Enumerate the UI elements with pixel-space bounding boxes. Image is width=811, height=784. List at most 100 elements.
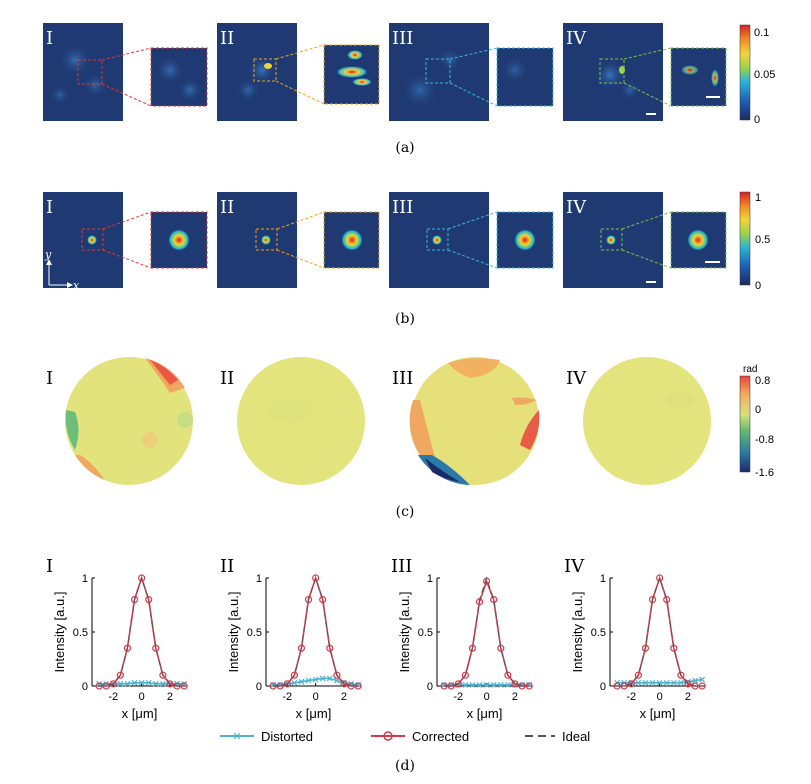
row-c: I II III IV rad 0.8 0 -0.8 -1.6 (c) (46, 357, 774, 520)
line-chart-II: II 0 0.5 1 -2 0 2 x [μm] Intensity [a.u.] (220, 556, 362, 721)
point-distorted (663, 679, 670, 686)
x-tick-label: 2 (512, 691, 518, 703)
colorbar-b-tick-max: 1 (755, 192, 761, 204)
x-tick-label: 0 (484, 691, 490, 703)
point-corrected (347, 682, 355, 690)
point-distorted (483, 681, 490, 688)
point-distorted (476, 681, 483, 688)
y-tick-label: 0.5 (418, 627, 433, 639)
focus-image-I (43, 192, 123, 288)
point-corrected (116, 671, 124, 679)
point-corrected (691, 682, 699, 690)
colorbar-c-tick-2: -0.8 (755, 434, 774, 446)
legend: ✕ Distorted Corrected Ideal (220, 729, 590, 744)
colorbar-a-tick-max: 0.1 (754, 27, 769, 39)
y-tick-label: 0 (82, 681, 88, 693)
point-corrected (340, 680, 348, 688)
case-label-c-I: I (46, 368, 53, 389)
point-distorted (312, 676, 319, 683)
x-axis-label: x [μm] (467, 706, 503, 721)
speckle-image-III (389, 23, 489, 121)
x-tick-label: -2 (108, 691, 118, 703)
x-tick-label: 0 (139, 691, 145, 703)
y-axis-label: Intensity [a.u.] (226, 592, 241, 673)
colorbar-c (739, 375, 751, 473)
x-tick-label: 2 (685, 691, 691, 703)
point-distorted (152, 680, 159, 687)
chart-title-II: II (220, 556, 234, 577)
point-distorted (670, 679, 677, 686)
y-tick-label: 0.5 (591, 627, 606, 639)
point-distorted (699, 676, 706, 683)
colorbar-b-tick-min: 0 (755, 280, 761, 292)
legend-distorted-marker: ✕ (232, 731, 241, 743)
point-distorted (138, 679, 145, 686)
point-distorted (469, 681, 476, 688)
point-distorted (497, 681, 504, 688)
y-tick-label: 0.5 (247, 627, 262, 639)
point-distorted (635, 679, 642, 686)
series-line-corrected (617, 575, 703, 687)
series-line-ideal (99, 576, 185, 687)
legend-corrected-label: Corrected (412, 729, 469, 744)
row-a: I II III IV (43, 23, 775, 156)
point-distorted (462, 681, 469, 688)
row-b: I y x II III IV 1 0.5 0 (43, 191, 770, 327)
point-distorted (504, 681, 511, 688)
y-tick-label: 0 (600, 681, 606, 693)
point-corrected (159, 671, 167, 679)
point-distorted (656, 679, 663, 686)
row-d: I 0 0.5 1 -2 0 2 x [μm] Intensity [a.u.] II 0 0.5 1 -… (46, 556, 706, 721)
panel-label-a: (a) (395, 140, 414, 156)
chart-title-III: III (391, 556, 412, 577)
point-corrected (304, 595, 313, 604)
colorbar-c-tick-1: 0 (755, 404, 761, 416)
x-tick-label: 0 (313, 691, 319, 703)
colorbar-a (739, 24, 751, 121)
focus-inset-IV (670, 211, 727, 269)
axis-label-x: x (73, 279, 80, 292)
point-distorted (319, 675, 326, 682)
point-corrected (173, 682, 181, 690)
panel-label-c: (c) (396, 504, 415, 520)
point-distorted (333, 677, 340, 684)
x-tick-label: 2 (167, 691, 173, 703)
point-corrected (109, 680, 117, 688)
y-tick-label: 1 (82, 573, 88, 585)
x-tick-label: -2 (453, 691, 463, 703)
y-axis-label: Intensity [a.u.] (52, 592, 67, 673)
series-line-ideal (273, 576, 359, 687)
series-line-corrected (444, 578, 530, 687)
point-distorted (298, 678, 305, 685)
point-corrected (180, 682, 188, 690)
colorbar-b-tick-mid: 0.5 (755, 234, 770, 246)
point-distorted (326, 675, 333, 682)
roi-box-II (253, 58, 277, 82)
case-label-b-IV: IV (566, 197, 587, 218)
point-distorted (131, 679, 138, 686)
case-label-b-III: III (392, 197, 413, 218)
series-line-ideal (444, 576, 530, 687)
point-distorted (692, 677, 698, 684)
case-label-b-II: II (220, 197, 234, 218)
phase-map-III (411, 357, 539, 485)
y-axis-label: Intensity [a.u.] (570, 592, 585, 673)
point-corrected (641, 644, 650, 652)
focus-image-II (217, 192, 297, 288)
y-axis-label: Intensity [a.u.] (397, 592, 412, 673)
point-corrected (166, 680, 174, 688)
legend-corrected-marker (383, 731, 393, 741)
colorbar-b (739, 191, 751, 286)
point-distorted (677, 679, 684, 686)
point-corrected (677, 671, 685, 679)
axis-label-y: y (44, 248, 52, 261)
x-axis-label: x [μm] (640, 706, 676, 721)
point-corrected (698, 682, 706, 690)
x-axis-label: x [μm] (296, 706, 332, 721)
point-corrected (656, 574, 664, 582)
colorbar-c-unit: rad (743, 364, 757, 375)
point-corrected (130, 595, 139, 604)
y-tick-label: 1 (256, 573, 262, 585)
point-corrected (627, 680, 635, 688)
series-line-ideal (617, 576, 703, 687)
